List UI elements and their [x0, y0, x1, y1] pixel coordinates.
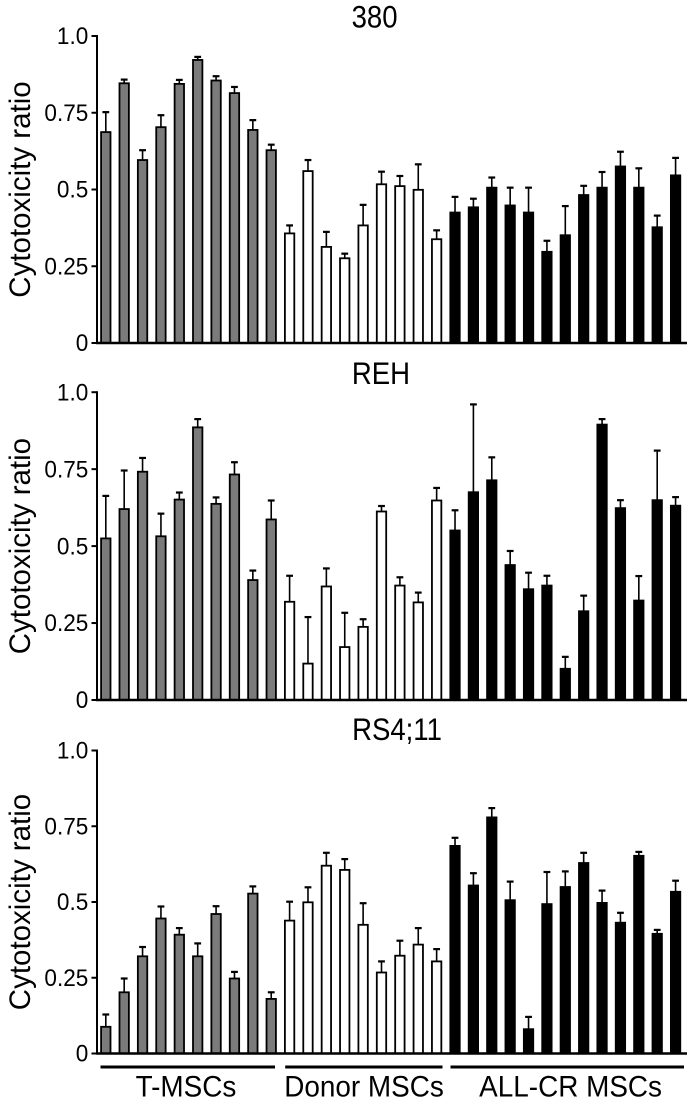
svg-text:Cytotoxicity ratio: Cytotoxicity ratio [4, 438, 37, 654]
svg-text:1.0: 1.0 [57, 23, 88, 50]
svg-text:Cytotoxicity ratio: Cytotoxicity ratio [4, 794, 37, 1010]
svg-text:Donor MSCs: Donor MSCs [284, 1071, 444, 1104]
svg-text:0.75: 0.75 [44, 99, 88, 126]
svg-text:0: 0 [76, 687, 89, 714]
svg-text:0.25: 0.25 [44, 253, 88, 280]
svg-text:0.25: 0.25 [44, 964, 88, 991]
svg-text:T-MSCs: T-MSCs [136, 1071, 237, 1104]
svg-text:0.5: 0.5 [57, 889, 88, 916]
svg-text:0.5: 0.5 [57, 176, 88, 203]
svg-text:0: 0 [76, 330, 89, 357]
svg-text:RS4;11: RS4;11 [352, 712, 442, 747]
svg-text:1.0: 1.0 [57, 737, 88, 764]
svg-text:0.75: 0.75 [44, 813, 88, 840]
svg-text:380: 380 [352, 0, 398, 35]
svg-text:0: 0 [76, 1040, 89, 1067]
svg-text:Cytotoxicity ratio: Cytotoxicity ratio [4, 81, 37, 297]
svg-text:ALL-CR MSCs: ALL-CR MSCs [479, 1071, 662, 1104]
svg-text:0.25: 0.25 [44, 610, 88, 637]
svg-text:1.0: 1.0 [57, 379, 88, 406]
svg-text:0.75: 0.75 [44, 456, 88, 483]
svg-text:0.5: 0.5 [57, 533, 88, 560]
svg-text:REH: REH [352, 356, 410, 391]
